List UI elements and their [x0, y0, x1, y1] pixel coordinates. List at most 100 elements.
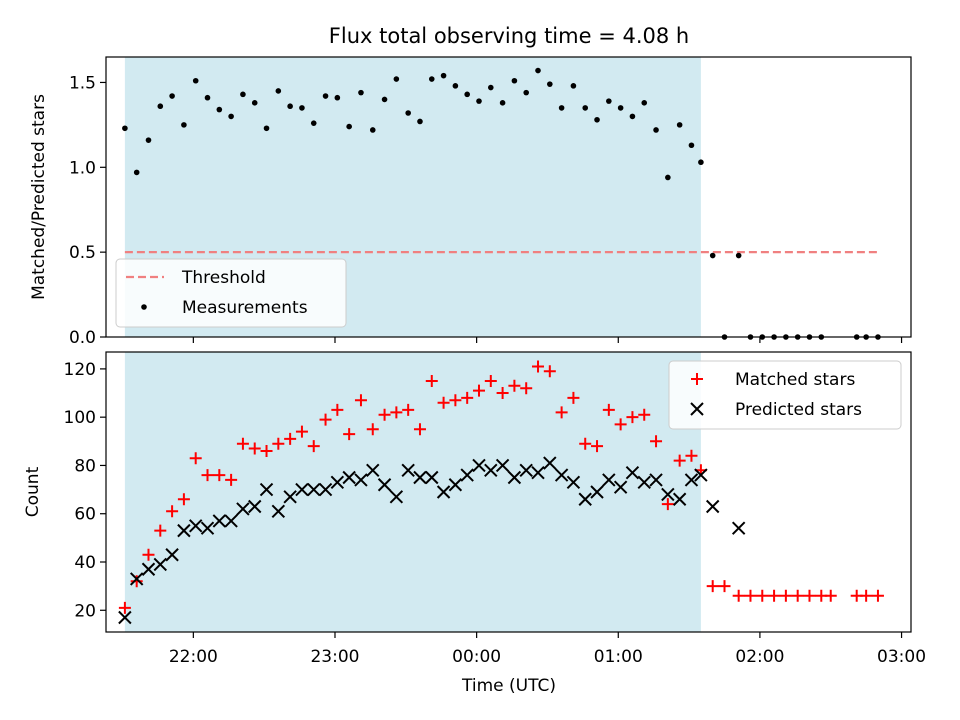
measurement-point — [275, 88, 282, 94]
predicted-star-point — [602, 473, 616, 487]
measurement-point — [157, 103, 164, 110]
matched-star-point — [166, 505, 179, 518]
measurement-point — [606, 98, 612, 104]
predicted-star-point — [578, 492, 592, 506]
y-tick-label: 0.0 — [69, 328, 96, 348]
predicted-star-point — [705, 499, 720, 514]
matched-star-point — [189, 452, 202, 465]
predicted-star-point — [129, 572, 144, 586]
matched-star-point — [555, 406, 568, 419]
matched-star-point — [496, 387, 509, 400]
predicted-star-point — [460, 468, 474, 482]
predicted-star-point — [259, 482, 274, 497]
measurement-point — [582, 105, 589, 111]
predicted-star-point — [153, 557, 168, 572]
legend-measurement-swatch — [141, 304, 147, 310]
matched-star-point — [803, 589, 816, 602]
predicted-star-point — [554, 468, 569, 482]
measurement-point — [653, 127, 659, 133]
measurement-point — [181, 122, 187, 128]
measurement-point — [487, 84, 494, 91]
predicted-star-point — [436, 485, 451, 499]
legend-matched-swatch — [691, 373, 703, 385]
matched-star-point — [791, 589, 804, 602]
measurement-point — [381, 96, 388, 103]
matched-star-point — [201, 469, 214, 482]
matched-star-point — [142, 548, 155, 561]
measurement-point — [358, 89, 364, 96]
matched-star-point — [602, 403, 615, 416]
series-predicted-stars — [118, 456, 746, 625]
matched-star-point — [413, 423, 426, 436]
predicted-star-point — [519, 463, 533, 477]
measurement-point — [464, 91, 470, 98]
y-tick-label: 60 — [74, 505, 96, 525]
measurement-point — [735, 252, 742, 259]
y-tick-label: 1.5 — [69, 73, 96, 93]
x-tick-label: 03:00 — [877, 647, 926, 667]
y-tick-label: 0.5 — [69, 243, 96, 263]
matched-star-point — [508, 379, 521, 392]
matched-star-point — [685, 449, 698, 462]
matched-star-point — [744, 589, 757, 602]
predicted-star-point — [649, 473, 663, 487]
predicted-star-point — [531, 465, 545, 480]
measurement-point — [688, 142, 695, 149]
measurement-point — [393, 76, 400, 82]
matched-star-point — [307, 440, 320, 453]
predicted-star-point — [295, 482, 309, 497]
measurement-point — [617, 105, 624, 111]
matched-star-point — [732, 589, 745, 602]
matched-star-point — [449, 394, 462, 407]
matched-star-point — [768, 589, 781, 602]
matched-star-point — [425, 374, 438, 387]
predicted-star-point — [141, 562, 156, 576]
matched-star-point — [402, 403, 415, 416]
measurement-point — [558, 105, 565, 111]
x-tick-label: 01:00 — [594, 647, 643, 667]
predicted-star-point — [212, 514, 227, 528]
measurement-point — [594, 116, 600, 123]
measurement-point — [440, 72, 447, 79]
chart-panel-2: 20 40 60 80 100 120 22:00 23:00 00:00 01:00 02:00 0… — [23, 351, 926, 667]
x-tick-label: 23:00 — [310, 647, 359, 667]
predicted-star-point — [236, 502, 250, 516]
legend: Threshold Measurements — [115, 258, 347, 328]
x-tick-label: 02:00 — [735, 647, 784, 667]
y-axis-label: Count — [23, 466, 43, 517]
measurement-point — [346, 123, 352, 130]
predicted-star-point — [271, 504, 286, 519]
matched-star-point — [484, 374, 497, 387]
matched-star-point — [520, 382, 533, 395]
predicted-star-point — [177, 523, 191, 538]
predicted-star-point — [307, 482, 321, 497]
measurement-point — [511, 77, 518, 84]
measurement-point — [240, 91, 246, 98]
predicted-star-point — [661, 487, 675, 502]
matched-star-point — [871, 589, 884, 602]
measurement-point — [122, 125, 128, 132]
y-tick-label: 40 — [74, 553, 96, 573]
matched-star-point — [461, 391, 474, 404]
predicted-star-point — [507, 470, 522, 485]
axes-frame — [105, 351, 912, 633]
predicted-star-point — [694, 468, 708, 482]
measurement-point — [499, 100, 506, 106]
figure-title: Flux total observing time = 4.08 h — [329, 24, 689, 48]
matched-star-point — [650, 435, 663, 448]
predicted-star-point — [472, 458, 486, 473]
panels: 0.0 0.5 1.0 1.5 Matched/Predicted stars Thres… — [23, 56, 926, 667]
measurement-point — [417, 118, 423, 125]
measurement-point — [547, 81, 553, 87]
y-tick-label: 20 — [74, 601, 96, 621]
measurement-point — [405, 110, 411, 116]
matched-star-point — [673, 454, 686, 467]
measurement-point — [192, 77, 199, 84]
predicted-star-point — [543, 456, 557, 470]
measurement-point — [428, 76, 435, 82]
matched-star-point — [824, 589, 837, 602]
measurement-point — [452, 83, 459, 89]
predicted-star-point — [248, 499, 262, 514]
predicted-star-point — [613, 480, 628, 494]
